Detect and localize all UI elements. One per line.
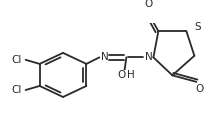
Text: O: O	[195, 84, 204, 94]
Text: H: H	[126, 70, 134, 80]
Text: O: O	[144, 0, 152, 9]
Text: N: N	[144, 52, 152, 62]
Text: Cl: Cl	[11, 85, 22, 95]
Text: Cl: Cl	[11, 55, 22, 65]
Text: O: O	[117, 70, 126, 80]
Text: N: N	[100, 52, 108, 62]
Text: S: S	[194, 22, 201, 32]
